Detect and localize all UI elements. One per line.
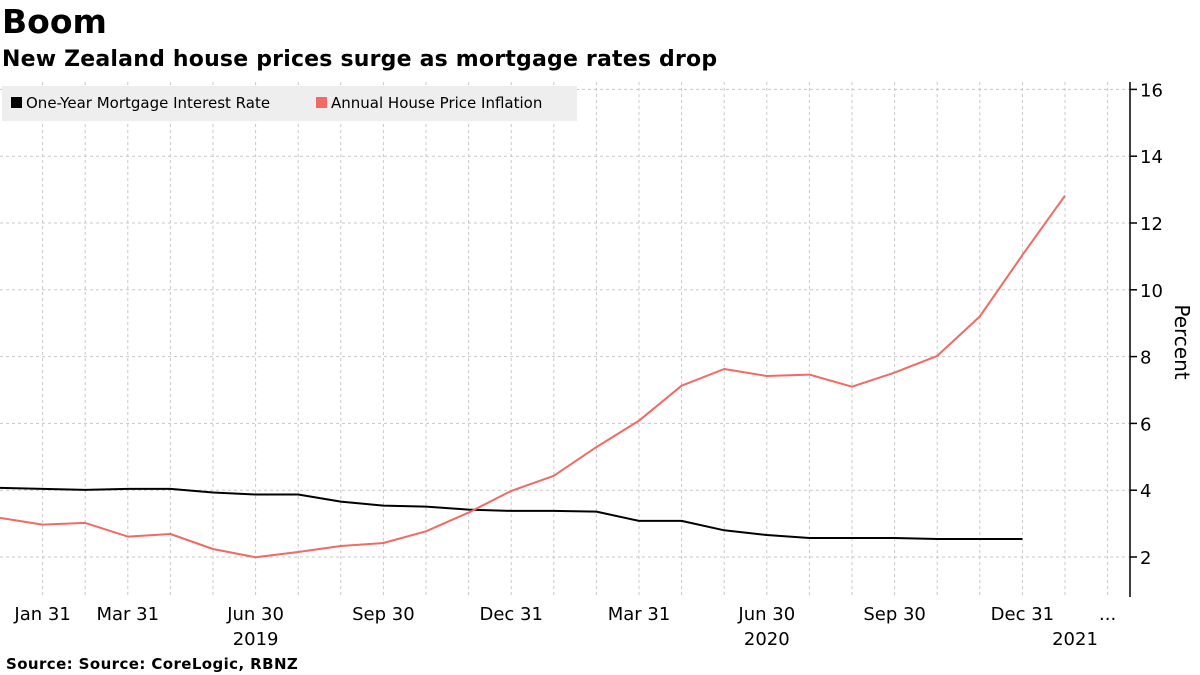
y-tick-label: 14 — [1140, 147, 1163, 168]
house-price-inflation-line — [0, 195, 1066, 559]
x-tick-label: Mar 31 — [97, 604, 160, 625]
legend-swatch-house-price — [316, 97, 327, 108]
x-tick-label: Sep 30 — [352, 604, 415, 625]
x-tick-label: Jan 31 — [13, 604, 70, 625]
y-tick-label: 10 — [1140, 281, 1163, 302]
x-year-label: 2019 — [233, 629, 279, 650]
x-tick-ellipsis: ... — [1099, 604, 1116, 625]
x-tick-label: Dec 31 — [479, 604, 542, 625]
y-tick-label: 12 — [1140, 214, 1163, 235]
x-tick-label: Sep 30 — [863, 604, 926, 625]
y-tick-label: 8 — [1140, 348, 1151, 369]
x-tick-label: Jun 30 — [737, 604, 795, 625]
y-tick-label: 6 — [1140, 414, 1151, 435]
chart-title: Boom — [2, 2, 107, 41]
legend-swatch-mortgage — [11, 97, 22, 108]
y-tick-label: 16 — [1140, 80, 1163, 101]
series-lines — [0, 195, 1066, 559]
legend-label-mortgage: One-Year Mortgage Interest Rate — [26, 94, 270, 112]
x-tick-label: Dec 31 — [991, 604, 1054, 625]
source-note: Source: Source: CoreLogic, RBNZ — [6, 655, 299, 673]
legend: One-Year Mortgage Interest Rate Annual H… — [2, 86, 577, 121]
x-tick-label: Jun 30 — [226, 604, 284, 625]
chart-subtitle: New Zealand house prices surge as mortga… — [2, 47, 718, 72]
legend-label-house-price: Annual House Price Inflation — [331, 94, 542, 112]
y-tick-label: 2 — [1140, 548, 1151, 569]
legend-background — [2, 86, 577, 121]
x-axis-ticks: Jan 31 Mar 31 Jun 30 Sep 30 Dec 31 Mar 31 Jun … — [13, 604, 1116, 650]
y-axis-ticks: 2 4 6 8 10 12 14 16 — [1130, 80, 1163, 569]
y-axis-title: Percent — [1170, 304, 1194, 379]
x-year-label: 2021 — [1052, 629, 1098, 650]
gridlines — [0, 82, 1130, 597]
x-tick-label: Mar 31 — [608, 604, 671, 625]
mortgage-rate-line — [0, 486, 1023, 540]
x-year-label: 2020 — [744, 629, 790, 650]
y-tick-label: 4 — [1140, 481, 1151, 502]
